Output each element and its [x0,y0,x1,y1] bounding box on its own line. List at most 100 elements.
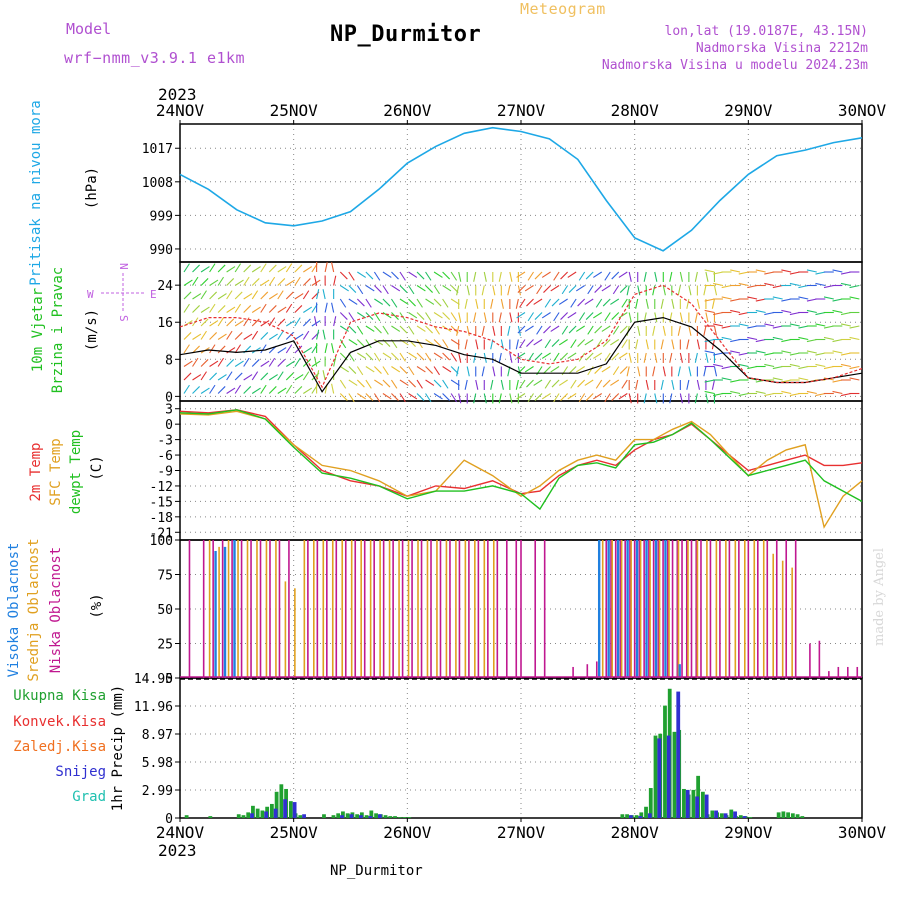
wind-barb [200,306,210,313]
wind-barb [331,302,335,313]
wind-barb [628,271,632,282]
wind-barb [789,323,800,327]
wind-barb [686,339,690,350]
wind-barb [183,360,193,367]
wind-barb [373,271,381,281]
wind-barb [806,269,817,273]
y-tick-label: -18 [150,511,173,526]
precip-bar [776,812,781,818]
wind-barb [604,393,611,403]
y-tick-label: -9 [157,465,173,480]
wind-barb [333,316,337,327]
wind-barb [226,266,236,273]
wind-barb [399,285,408,293]
precip-bar [341,811,345,818]
x-tick-label-bottom: 24NOV [156,823,205,842]
model-name: wrf−nmm_v3.9.1 e1km [64,49,246,67]
wind-barb [568,325,577,334]
wind-barb [425,339,435,346]
wind-barb [373,352,381,362]
wind-barb [442,271,451,280]
wind-barb [234,279,244,286]
wind-barb [553,312,560,322]
wind-barb [200,330,207,340]
wind-barb [464,379,468,390]
wind-barb [721,377,732,381]
wind-barb [595,298,603,308]
wind-barb [294,357,301,367]
wind-barb [747,296,758,300]
precip-bar [663,705,667,818]
wind-barb [260,384,267,394]
wind-barb [679,352,683,363]
precip-bar [786,812,791,818]
wind-barb [541,312,551,319]
wind-barb [382,325,389,335]
wind-barb [416,312,425,320]
wind-barb [348,298,358,305]
wind-barb [192,264,200,273]
wind-barb [654,271,658,282]
wind-barb [260,303,267,313]
precip-bar [260,810,265,818]
wind-barb [277,371,284,381]
precip-bar [393,816,397,818]
precip-bar [795,814,800,818]
wind-barb [466,366,470,377]
wind-barb [645,379,649,390]
wind-barb [628,312,632,323]
yunit-temp: (C) [89,455,105,480]
wind-barb [294,276,301,286]
wind-barb [498,312,502,323]
precip-bar [274,791,279,818]
x-tick-label-top: 24NOV [156,101,205,120]
wind-barb [611,312,620,320]
wind-barb [755,350,766,354]
wind-barb [490,379,494,390]
wind-barb [688,285,692,296]
wind-barb [601,366,611,373]
wind-barb [442,366,452,373]
wind-barb [755,338,766,343]
wind-barb [643,352,647,363]
precip-bar [250,813,254,818]
wind-barb [652,285,656,296]
wind-barb [458,271,462,282]
precip-bar [695,796,700,818]
wind-barb [217,264,226,273]
y-tick-label: 5.98 [142,756,173,771]
ylabel-wind-2: Brzina i Pravac [50,267,66,393]
wind-barb [399,366,408,374]
ylabel-temp-sfc: SFC Temp [48,438,64,505]
x-tick-label-bottom: 27NOV [497,823,546,842]
wind-barb [840,311,851,316]
wind-barb [251,371,259,381]
wind-barb [755,269,766,273]
wind-barb [251,278,260,286]
wind-barb [704,338,715,343]
wind-barb [730,390,741,395]
wind-barb [694,352,698,363]
y-tick-label: -21 [150,526,173,541]
wind-barb [764,311,775,316]
wind-barb [840,323,851,327]
precip-bar [644,806,648,818]
wind-barb [425,271,432,281]
wind-barb [558,339,568,346]
series-wind-speed_dashed [179,284,863,389]
wind-barb [637,285,641,296]
wind-barb [408,298,416,307]
wind-barb [399,379,409,386]
wind-barb [294,386,303,394]
wind-barb [652,366,656,377]
wind-barb [628,393,632,404]
wind-barb [416,366,426,373]
wind-barb [268,357,276,367]
wind-barb [832,390,843,395]
wind-barb [433,352,443,359]
wind-barb [192,357,199,367]
wind-barb [294,293,304,300]
wind-barb [660,339,664,350]
wind-barb [425,352,432,362]
ylabel-cloud-mid: Srednja Oblacnost [26,538,42,681]
